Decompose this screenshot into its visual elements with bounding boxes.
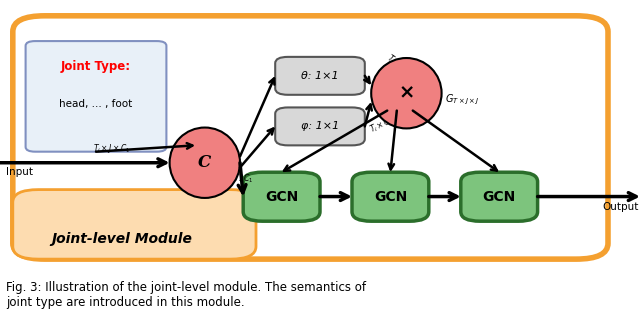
Text: θ: 1×1: θ: 1×1	[301, 71, 339, 81]
Text: GCN: GCN	[265, 190, 298, 204]
Ellipse shape	[170, 128, 240, 198]
FancyBboxPatch shape	[13, 190, 256, 259]
FancyBboxPatch shape	[243, 172, 320, 221]
Text: $T_i\times C_2\times J$: $T_i\times C_2\times J$	[368, 108, 408, 136]
Text: Joint-level Module: Joint-level Module	[51, 232, 192, 246]
Text: Fig. 3: Illustration of the joint-level module. The semantics of
joint type are : Fig. 3: Illustration of the joint-level …	[6, 281, 366, 309]
FancyBboxPatch shape	[275, 57, 365, 95]
Text: Output: Output	[603, 202, 639, 212]
Text: $G_{T\times J\times J}$: $G_{T\times J\times J}$	[445, 92, 479, 107]
FancyBboxPatch shape	[13, 16, 608, 259]
Text: $T_i\times J\times C_1$: $T_i\times J\times C_1$	[93, 142, 131, 155]
Text: ×: ×	[398, 84, 415, 103]
Text: GCN: GCN	[483, 190, 516, 204]
Text: C: C	[198, 154, 211, 171]
FancyBboxPatch shape	[275, 107, 365, 145]
FancyBboxPatch shape	[461, 172, 538, 221]
Text: GCN: GCN	[374, 190, 407, 204]
Text: $T_i\times J\times C_2$: $T_i\times J\times C_2$	[384, 52, 422, 84]
FancyBboxPatch shape	[352, 172, 429, 221]
Text: φ: 1×1: φ: 1×1	[301, 121, 339, 131]
Text: $T\times J\times 2C_1$: $T\times J\times 2C_1$	[213, 172, 254, 185]
Text: Input: Input	[6, 167, 33, 177]
FancyBboxPatch shape	[26, 41, 166, 152]
Ellipse shape	[371, 58, 442, 128]
Text: head, ... , foot: head, ... , foot	[60, 99, 132, 109]
Text: Joint Type:: Joint Type:	[61, 60, 131, 73]
